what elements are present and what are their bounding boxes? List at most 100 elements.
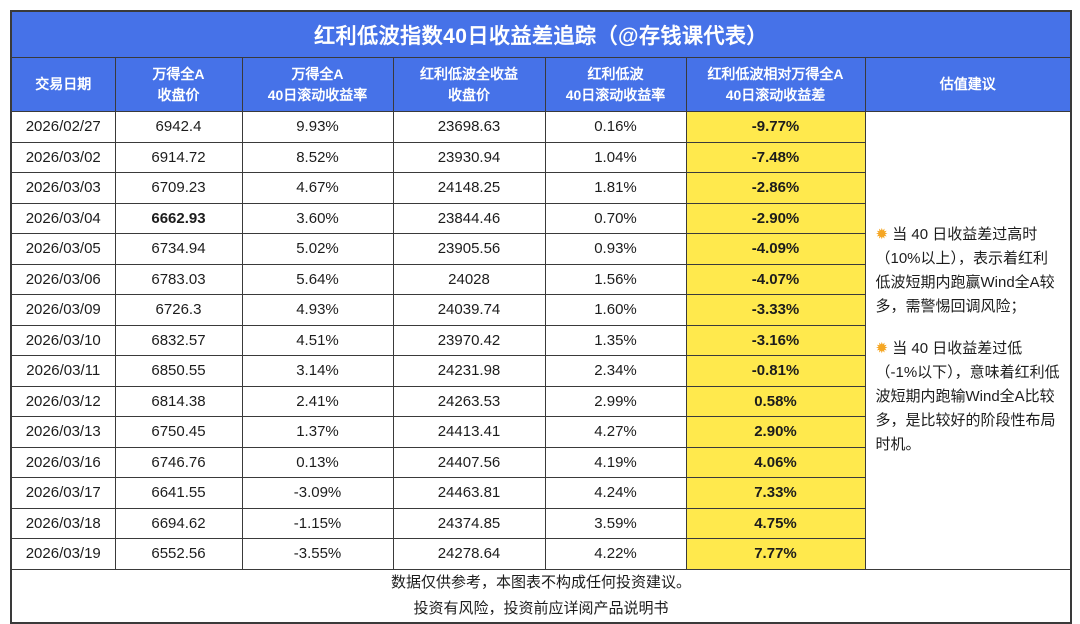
return-diff-cell: -3.16% bbox=[685, 324, 866, 356]
trade-date-cell: 2026/03/19 bbox=[10, 538, 116, 570]
wind-40d-return-cell: 2.41% bbox=[241, 385, 394, 417]
trade-date-cell: 2026/03/03 bbox=[10, 172, 116, 204]
table-row: 2026/03/05 6734.94 5.02% 23905.56 0.93% -4.09… bbox=[10, 233, 1071, 265]
col-header-trade-date: 交易日期 bbox=[10, 57, 116, 112]
dlv-40d-return-cell: 1.35% bbox=[544, 324, 687, 356]
wind-40d-return-cell: 5.02% bbox=[241, 233, 394, 265]
wind-40d-return-cell: 4.67% bbox=[241, 172, 394, 204]
wind-close-cell: 6783.03 bbox=[114, 263, 243, 295]
col-header-dlv-close: 红利低波全收益 收盘价 bbox=[392, 57, 546, 112]
dlv-40d-return-cell: 4.27% bbox=[544, 416, 687, 448]
wind-40d-return-cell: -3.09% bbox=[241, 477, 394, 509]
return-diff-cell: -9.77% bbox=[685, 111, 866, 143]
col-header-return-diff: 红利低波相对万得全A 40日滚动收益差 bbox=[685, 57, 866, 112]
trade-date-cell: 2026/03/17 bbox=[10, 477, 116, 509]
table-row: 2026/03/12 6814.38 2.41% 24263.53 2.99% 0.58% bbox=[10, 385, 1071, 417]
wind-close-cell: 6850.55 bbox=[114, 355, 243, 387]
dlv-40d-return-cell: 3.59% bbox=[544, 507, 687, 539]
dlv-close-cell: 23930.94 bbox=[392, 141, 546, 173]
return-diff-cell: 7.77% bbox=[685, 538, 866, 570]
col-header-wind-40d-return: 万得全A 40日滚动收益率 bbox=[241, 57, 394, 112]
wind-close-cell: 6709.23 bbox=[114, 172, 243, 204]
wind-close-cell: 6694.62 bbox=[114, 507, 243, 539]
table-row: 2026/03/16 6746.76 0.13% 24407.56 4.19% 4.06% bbox=[10, 446, 1071, 478]
dlv-40d-return-cell: 0.70% bbox=[544, 202, 687, 234]
valuation-advice-cell: ✹ 当 40 日收益差过高时（10%以上），表示着红利低波短期内跑赢Wind全A… bbox=[864, 111, 1072, 570]
dlv-40d-return-cell: 2.99% bbox=[544, 385, 687, 417]
dlv-40d-return-cell: 0.93% bbox=[544, 233, 687, 265]
table-row: 2026/03/03 6709.23 4.67% 24148.25 1.81% -2.86… bbox=[10, 172, 1071, 204]
return-diff-cell: 4.06% bbox=[685, 446, 866, 478]
trade-date-cell: 2026/03/16 bbox=[10, 446, 116, 478]
return-diff-cell: -0.81% bbox=[685, 355, 866, 387]
dlv-close-cell: 23970.42 bbox=[392, 324, 546, 356]
trade-date-cell: 2026/03/18 bbox=[10, 507, 116, 539]
burst-star-icon: ✹ bbox=[875, 340, 889, 358]
disclaimer-line2: 投资有风险，投资前应详阅产品说明书 bbox=[413, 599, 669, 617]
dlv-40d-return-cell: 4.24% bbox=[544, 477, 687, 509]
dlv-close-cell: 23905.56 bbox=[392, 233, 546, 265]
wind-close-cell: 6814.38 bbox=[114, 385, 243, 417]
dlv-40d-return-cell: 1.81% bbox=[544, 172, 687, 204]
dlv-40d-return-cell: 1.60% bbox=[544, 294, 687, 326]
table-row: 2026/02/27 6942.4 9.93% 23698.63 0.16% -9.77%… bbox=[10, 111, 1072, 570]
trade-date-cell: 2026/03/02 bbox=[10, 141, 116, 173]
dlv-close-cell: 23844.46 bbox=[392, 202, 546, 234]
column-header-row: 交易日期 万得全A 收盘价 万得全A 40日滚动收益率 红利低波全收益 收盘价 … bbox=[10, 57, 1072, 112]
table-row: 2026/03/04 6662.93 3.60% 23844.46 0.70% -2.90… bbox=[10, 202, 1071, 234]
advice-paragraph: ✹ 当 40 日收益差过低（-1%以下），意味着红利低波短期内跑输Wind全A比… bbox=[875, 340, 1060, 454]
return-diff-cell: -2.86% bbox=[685, 172, 866, 204]
trade-date-cell: 2026/03/10 bbox=[10, 324, 116, 356]
trade-date-cell: 2026/02/27 bbox=[10, 111, 116, 143]
wind-close-cell: 6734.94 bbox=[114, 233, 243, 265]
return-diff-cell: -7.48% bbox=[685, 141, 866, 173]
dlv-close-cell: 24028 bbox=[392, 263, 546, 295]
dlv-close-cell: 24374.85 bbox=[392, 507, 546, 539]
wind-40d-return-cell: 4.51% bbox=[241, 324, 394, 356]
dlv-close-cell: 23698.63 bbox=[392, 111, 546, 143]
wind-close-cell: 6746.76 bbox=[114, 446, 243, 478]
wind-close-cell: 6641.55 bbox=[114, 477, 243, 509]
dlv-40d-return-cell: 4.19% bbox=[544, 446, 687, 478]
dlv-close-cell: 24039.74 bbox=[392, 294, 546, 326]
wind-40d-return-cell: 9.93% bbox=[241, 111, 394, 143]
trade-date-cell: 2026/03/12 bbox=[10, 385, 116, 417]
trade-date-cell: 2026/03/04 bbox=[10, 202, 116, 234]
dlv-40d-return-cell: 4.22% bbox=[544, 538, 687, 570]
trade-date-cell: 2026/03/05 bbox=[10, 233, 116, 265]
dlv-40d-return-cell: 0.16% bbox=[544, 111, 687, 143]
wind-40d-return-cell: -3.55% bbox=[241, 538, 394, 570]
dlv-close-cell: 24231.98 bbox=[392, 355, 546, 387]
return-diff-cell: 0.58% bbox=[685, 385, 866, 417]
col-header-wind-close: 万得全A 收盘价 bbox=[114, 57, 243, 112]
dlv-close-cell: 24407.56 bbox=[392, 446, 546, 478]
table-row: 2026/03/09 6726.3 4.93% 24039.74 1.60% -3.33% bbox=[10, 294, 1071, 326]
dlv-40d-return-cell: 1.56% bbox=[544, 263, 687, 295]
dlv-40d-return-cell: 1.04% bbox=[544, 141, 687, 173]
trade-date-cell: 2026/03/06 bbox=[10, 263, 116, 295]
wind-close-cell: 6750.45 bbox=[114, 416, 243, 448]
wind-40d-return-cell: -1.15% bbox=[241, 507, 394, 539]
table-row: 2026/03/06 6783.03 5.64% 24028 1.56% -4.07% bbox=[10, 263, 1071, 295]
table-row: 2026/03/10 6832.57 4.51% 23970.42 1.35% -3.16… bbox=[10, 324, 1071, 356]
dlv-close-cell: 24263.53 bbox=[392, 385, 546, 417]
return-diff-cell: -2.90% bbox=[685, 202, 866, 234]
table-row: 2026/03/02 6914.72 8.52% 23930.94 1.04% -7.48… bbox=[10, 141, 1071, 173]
data-rows: 2026/02/27 6942.4 9.93% 23698.63 0.16% -9.77%… bbox=[10, 111, 1072, 570]
wind-40d-return-cell: 0.13% bbox=[241, 446, 394, 478]
wind-40d-return-cell: 3.60% bbox=[241, 202, 394, 234]
dlv-close-cell: 24413.41 bbox=[392, 416, 546, 448]
return-diff-cell: -4.07% bbox=[685, 263, 866, 295]
wind-close-cell: 6552.56 bbox=[114, 538, 243, 570]
dlv-close-cell: 24278.64 bbox=[392, 538, 546, 570]
wind-close-cell: 6832.57 bbox=[114, 324, 243, 356]
wind-close-cell: 6726.3 bbox=[114, 294, 243, 326]
burst-star-icon: ✹ bbox=[875, 226, 889, 244]
dlv-40d-return-cell: 2.34% bbox=[544, 355, 687, 387]
col-header-valuation-advice: 估值建议 bbox=[864, 57, 1072, 112]
return-diff-cell: 4.75% bbox=[685, 507, 866, 539]
disclaimer-line1: 数据仅供参考，本图表不构成任何投资建议。 bbox=[391, 573, 692, 591]
disclaimer: 数据仅供参考，本图表不构成任何投资建议。 投资有风险，投资前应详阅产品说明书 bbox=[10, 568, 1072, 624]
wind-40d-return-cell: 4.93% bbox=[241, 294, 394, 326]
wind-40d-return-cell: 3.14% bbox=[241, 355, 394, 387]
